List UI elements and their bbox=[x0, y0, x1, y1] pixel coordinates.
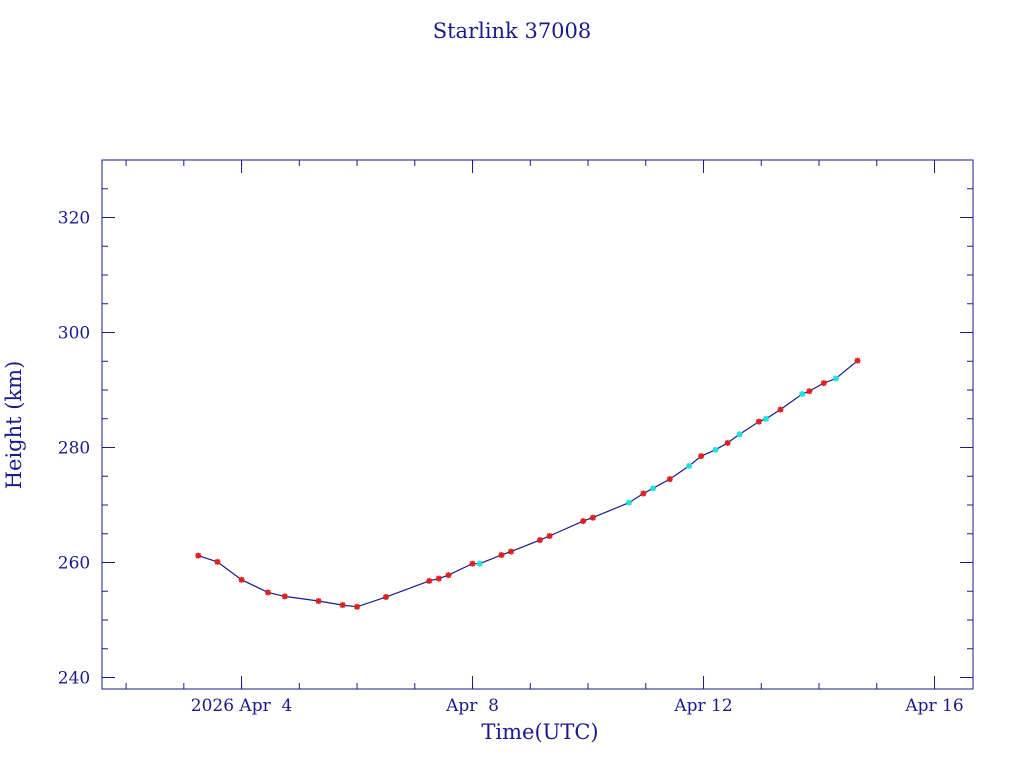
data-point-marker bbox=[498, 552, 505, 559]
data-point-marker bbox=[806, 388, 813, 395]
y-tick-label: 320 bbox=[58, 209, 90, 229]
y-tick-label: 240 bbox=[58, 669, 90, 689]
data-point-marker bbox=[536, 537, 543, 544]
data-point-marker bbox=[339, 602, 346, 609]
data-point-marker bbox=[832, 375, 839, 382]
data-point-marker bbox=[820, 380, 827, 387]
data-point-marker bbox=[799, 391, 806, 398]
y-axis-label: Height (km) bbox=[2, 361, 26, 490]
chart-title: Starlink 37008 bbox=[433, 19, 592, 43]
data-point-marker bbox=[214, 558, 221, 565]
data-point-marker bbox=[736, 431, 743, 438]
x-tick-label: Apr 12 bbox=[673, 696, 732, 716]
data-point-marker bbox=[589, 514, 596, 521]
x-tick-label: 2026 Apr 4 bbox=[191, 696, 293, 716]
data-point-marker bbox=[382, 594, 389, 600]
data-markers bbox=[195, 357, 861, 610]
data-point-marker bbox=[315, 598, 322, 605]
data-point-marker bbox=[508, 548, 515, 555]
data-point-marker bbox=[238, 576, 245, 583]
y-tick-label: 280 bbox=[58, 439, 90, 459]
data-point-marker bbox=[445, 572, 452, 579]
data-point-marker bbox=[724, 439, 731, 446]
data-point-marker bbox=[698, 453, 705, 460]
data-point-marker bbox=[625, 499, 632, 506]
y-tick-label: 260 bbox=[58, 554, 90, 574]
data-point-marker bbox=[476, 560, 483, 567]
major-ticks: 2026 Apr 4 Apr 8 Apr 12 Apr 16 240 260 280 300 3… bbox=[58, 160, 973, 716]
x-tick-label: Apr 16 bbox=[904, 696, 963, 716]
height-trend-line bbox=[198, 360, 858, 608]
data-point-marker bbox=[469, 560, 476, 567]
data-point-marker bbox=[712, 446, 719, 453]
y-tick-label: 300 bbox=[58, 324, 90, 344]
data-point-marker bbox=[755, 418, 762, 425]
data-point-marker bbox=[195, 552, 202, 559]
plot-frame bbox=[101, 159, 974, 690]
data-point-marker bbox=[854, 357, 861, 364]
x-axis-label: Time(UTC) bbox=[481, 720, 598, 744]
data-point-marker bbox=[435, 575, 442, 582]
x-tick-label: Apr 8 bbox=[445, 696, 499, 716]
data-point-marker bbox=[426, 577, 433, 584]
data-point-marker bbox=[649, 485, 656, 492]
data-point-marker bbox=[777, 406, 784, 413]
data-point-marker bbox=[546, 533, 553, 540]
data-point-marker bbox=[686, 462, 693, 469]
data-point-marker bbox=[666, 476, 673, 483]
data-point-marker bbox=[640, 490, 647, 497]
data-point-marker bbox=[281, 593, 288, 600]
minor-ticks bbox=[102, 160, 973, 689]
data-point-marker bbox=[265, 589, 272, 596]
data-point-marker bbox=[580, 518, 587, 525]
data-point-marker bbox=[354, 603, 361, 610]
data-point-marker bbox=[763, 415, 770, 422]
